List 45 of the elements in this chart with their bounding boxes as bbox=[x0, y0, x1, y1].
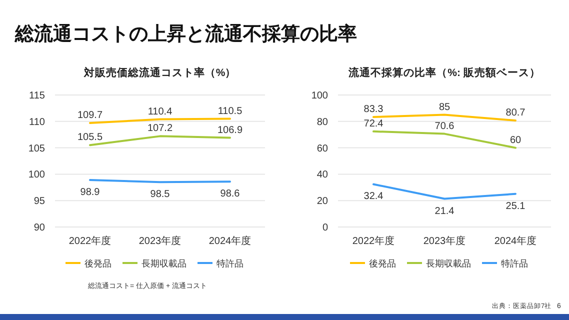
x-tick-label: 2024年度 bbox=[208, 235, 252, 247]
legend-label: 長期収載品 bbox=[142, 258, 186, 268]
y-tick-label: 95 bbox=[34, 196, 46, 208]
data-label: 98.6 bbox=[220, 188, 240, 200]
y-tick-label: 80 bbox=[316, 116, 328, 128]
x-tick-label: 2022年度 bbox=[68, 235, 112, 247]
y-tick-label: 90 bbox=[34, 222, 46, 234]
data-label: 98.5 bbox=[150, 189, 170, 200]
x-tick-label: 2024年度 bbox=[494, 235, 537, 247]
chart-title: 流通不採算の比率（%: 販売額ベース） bbox=[348, 66, 540, 79]
y-tick-label: 100 bbox=[311, 90, 328, 102]
legend-label: 後発品 bbox=[369, 258, 396, 268]
y-tick-label: 115 bbox=[29, 90, 46, 102]
y-tick-label: 20 bbox=[316, 196, 328, 208]
legend-label: 長期収載品 bbox=[426, 258, 471, 268]
y-tick-label: 60 bbox=[316, 143, 328, 154]
data-label: 21.4 bbox=[434, 206, 455, 217]
data-label: 98.9 bbox=[80, 187, 100, 198]
data-label: 107.2 bbox=[147, 123, 173, 134]
data-label: 110.4 bbox=[148, 106, 173, 118]
y-tick-label: 40 bbox=[316, 170, 328, 181]
x-tick-label: 2022年度 bbox=[352, 235, 395, 247]
y-tick-label: 100 bbox=[28, 170, 46, 181]
data-label: 60 bbox=[510, 134, 522, 146]
data-label: 109.7 bbox=[77, 110, 103, 121]
data-label: 110.5 bbox=[218, 106, 243, 117]
chart-title: 対販売価総流通コスト率（%） bbox=[82, 66, 236, 79]
data-label: 32.4 bbox=[364, 191, 384, 202]
legend-label: 特許品 bbox=[216, 258, 244, 268]
data-label: 85 bbox=[438, 102, 450, 113]
y-tick-label: 0 bbox=[322, 222, 328, 234]
y-tick-label: 110 bbox=[29, 116, 46, 128]
legend-label: 特許品 bbox=[501, 258, 528, 268]
data-label: 70.6 bbox=[434, 120, 455, 132]
data-label: 106.9 bbox=[217, 124, 243, 136]
x-tick-label: 2023年度 bbox=[423, 235, 466, 247]
data-label: 72.4 bbox=[364, 118, 384, 130]
data-label: 105.5 bbox=[77, 132, 103, 144]
y-tick-label: 105 bbox=[28, 143, 46, 154]
data-label: 80.7 bbox=[506, 107, 526, 118]
x-tick-label: 2023年度 bbox=[138, 235, 182, 247]
legend-label: 後発品 bbox=[84, 258, 112, 268]
data-label: 83.3 bbox=[364, 104, 384, 116]
data-label: 25.1 bbox=[506, 200, 526, 212]
text: 総流通コストの上昇と流通不採算の比率 bbox=[14, 23, 357, 45]
